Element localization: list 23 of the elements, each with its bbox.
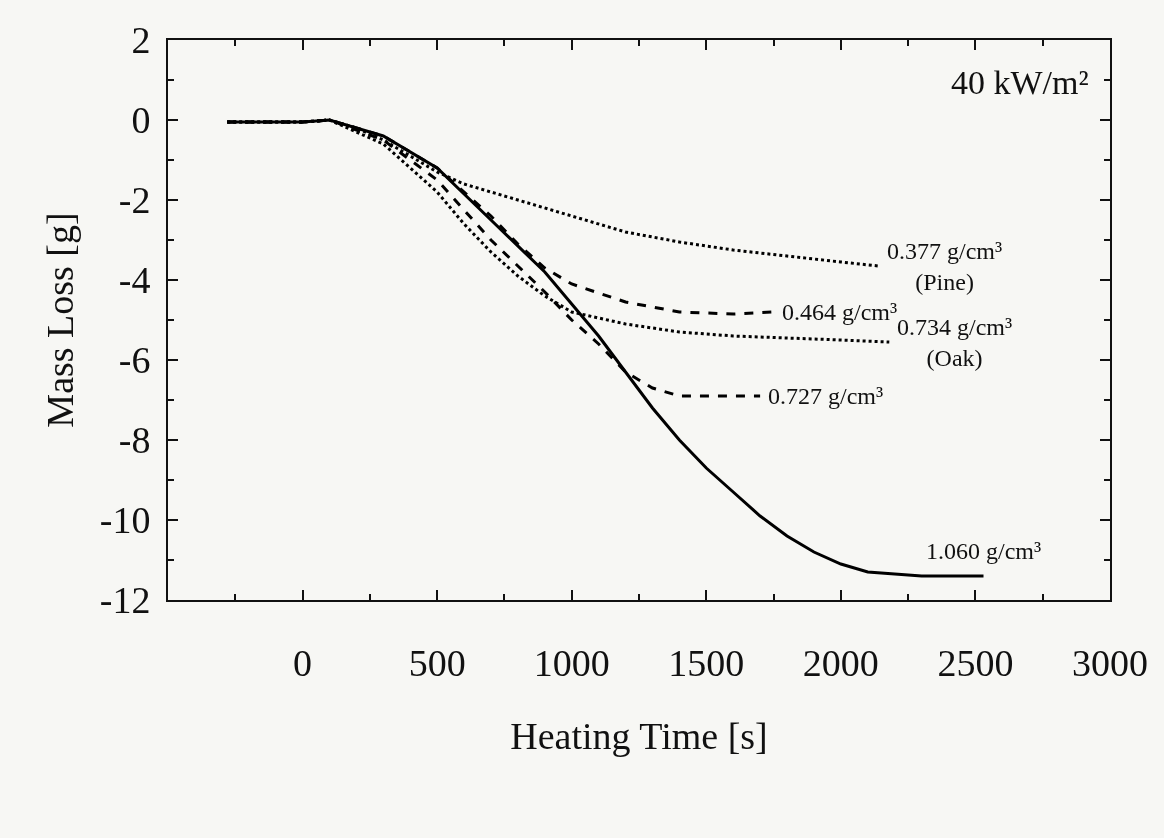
x-tick-label: 0 xyxy=(293,641,313,684)
x-tick-label: 2000 xyxy=(802,641,879,684)
y-tick-label: -10 xyxy=(99,499,151,542)
y-axis-title: Mass Loss [g] xyxy=(39,212,82,428)
y-tick-label: -12 xyxy=(99,579,151,622)
x-tick-label: 1000 xyxy=(533,641,610,684)
x-tick-label: 2500 xyxy=(937,641,1014,684)
series-label: 0.727 g/cm³ xyxy=(768,383,884,409)
series-label: 0.734 g/cm³ (Oak) xyxy=(897,314,1013,372)
x-tick-label: 3000 xyxy=(1072,641,1148,684)
x-axis-title: Heating Time [s] xyxy=(510,715,768,758)
series-label: 1.060 g/cm³ xyxy=(926,538,1042,564)
series-label: 0.464 g/cm³ xyxy=(782,299,898,325)
y-tick-label: 0 xyxy=(131,99,151,142)
y-tick-label: -8 xyxy=(118,419,151,462)
y-tick-label: -6 xyxy=(118,339,151,382)
x-tick-label: 500 xyxy=(408,641,466,684)
series-label: 0.377 g/cm³ (Pine) xyxy=(887,238,1003,296)
annotation: 40 kW/m² xyxy=(951,64,1089,101)
y-tick-label: 2 xyxy=(131,19,151,62)
y-tick-label: -2 xyxy=(118,179,151,222)
y-tick-label: -4 xyxy=(118,259,151,302)
x-tick-label: 1500 xyxy=(668,641,745,684)
